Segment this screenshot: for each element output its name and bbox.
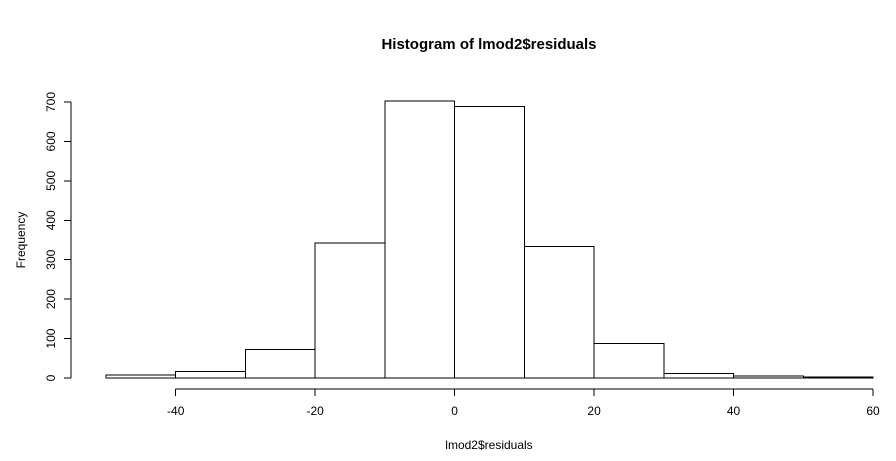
y-tick-label: 500 [44, 171, 58, 191]
y-tick-label: 100 [44, 328, 58, 348]
histogram-bar-7 [593, 342, 665, 379]
x-tick-label: 20 [587, 404, 601, 418]
x-tick-label: 0 [451, 404, 458, 418]
histogram-bar-8 [663, 372, 735, 379]
y-tick-label: 200 [44, 289, 58, 309]
x-tick-label: -40 [167, 404, 185, 418]
histogram-bar-6 [523, 246, 595, 379]
histogram-bar-0 [105, 374, 177, 379]
histogram-bar-5 [454, 105, 525, 379]
x-tick-label: 40 [727, 404, 741, 418]
y-axis-label: Frequency [14, 212, 28, 269]
x-tick-label: -20 [307, 404, 325, 418]
chart-title: Histogram of lmod2$residuals [381, 36, 596, 53]
y-tick-label: 300 [44, 249, 58, 269]
histogram-bar-2 [244, 349, 316, 379]
y-axis: 0 100 200 300 400 500 600 700 [44, 92, 72, 381]
y-tick-label: 400 [44, 210, 58, 230]
y-tick-label: 700 [44, 92, 58, 112]
histogram-bar-10 [802, 376, 874, 379]
x-axis-label: lmod2$residuals [445, 438, 532, 452]
histogram-bar-4 [384, 100, 456, 379]
x-axis: -40 -20 0 20 40 60 [167, 388, 880, 418]
y-tick-label: 0 [44, 374, 58, 381]
histogram-bar-1 [175, 370, 246, 379]
x-tick-label: 60 [866, 404, 880, 418]
histogram-bar-3 [314, 242, 386, 379]
y-tick-label: 600 [44, 131, 58, 151]
bars-group [105, 100, 874, 379]
histogram-bar-9 [733, 375, 804, 379]
